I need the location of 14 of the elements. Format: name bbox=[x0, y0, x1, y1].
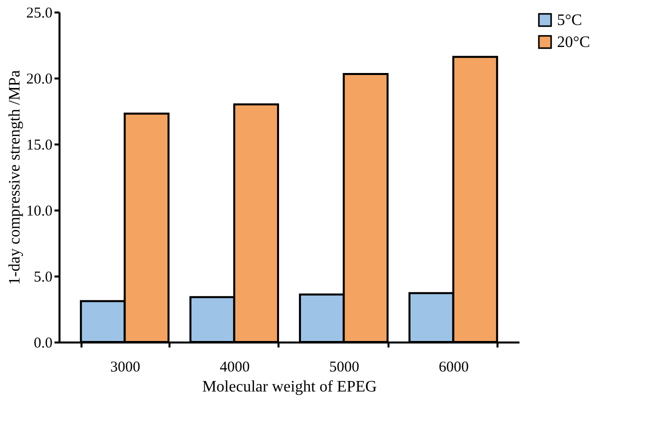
y-axis-title: 1-day compressive strength /MPa bbox=[6, 70, 24, 285]
y-tick-label: 10.0 bbox=[26, 204, 52, 220]
x-axis-title: Molecular weight of EPEG bbox=[202, 378, 378, 396]
x-tick-label: 3000 bbox=[110, 360, 140, 376]
x-tick-label: 4000 bbox=[220, 360, 250, 376]
y-tick-label: 25.0 bbox=[26, 6, 52, 22]
legend-label: 20°C bbox=[557, 34, 590, 51]
y-tick-label: 0.0 bbox=[34, 336, 52, 352]
y-tick-label: 15.0 bbox=[26, 138, 52, 154]
x-tick-label: 5000 bbox=[329, 360, 360, 376]
y-tick-label: 20.0 bbox=[26, 72, 52, 88]
legend-label: 5°C bbox=[557, 12, 582, 29]
x-tick-label: 6000 bbox=[438, 360, 469, 376]
y-tick-label: 5.0 bbox=[34, 270, 52, 286]
